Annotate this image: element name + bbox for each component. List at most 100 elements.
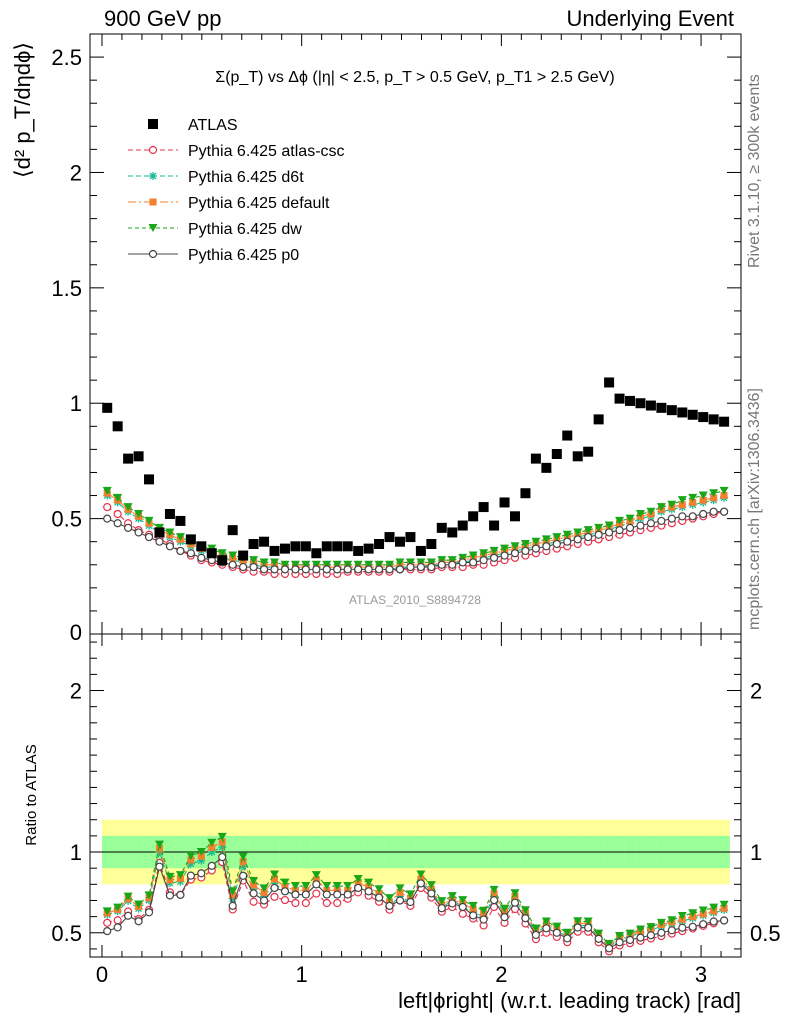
ratio-y-tick-label-right: 2 xyxy=(750,679,762,704)
y-tick-label: 1 xyxy=(70,391,82,416)
atlas-data-point xyxy=(447,527,458,538)
ratio-data-point xyxy=(175,871,185,880)
mc-data-point xyxy=(594,530,603,539)
ratio-y-tick-label-right: 1 xyxy=(750,840,762,865)
mc-data-point xyxy=(102,486,112,495)
y-tick-label: 2 xyxy=(70,160,82,185)
ratio-data-point xyxy=(479,906,489,915)
mc-data-point xyxy=(312,565,321,574)
atlas-data-point xyxy=(551,449,562,459)
ratio-data-point xyxy=(322,898,331,908)
ratio-data-point xyxy=(197,852,205,860)
mc-data-point xyxy=(688,512,697,521)
atlas-data-point xyxy=(583,446,594,457)
legend-label: Pythia 6.425 dw xyxy=(188,221,302,238)
mc-data-point xyxy=(720,507,729,516)
ratio-data-point xyxy=(344,886,352,894)
atlas-data-point xyxy=(708,414,719,425)
atlas-data-point xyxy=(279,543,290,554)
rivet-version-label: Rivet 3.1.10, ≥ 300k events xyxy=(746,74,763,268)
mc-data-point xyxy=(416,562,425,572)
mc-data-point xyxy=(249,562,258,572)
ratio-data-point xyxy=(343,890,352,899)
atlas-data-point xyxy=(112,421,123,432)
mc-data-point xyxy=(175,533,185,542)
mc-data-point xyxy=(322,565,331,574)
mc-data-point xyxy=(259,558,269,567)
atlas-data-point xyxy=(144,474,155,485)
mc-data-point xyxy=(197,553,206,562)
atlas-data-point xyxy=(415,545,426,556)
ratio-data-point xyxy=(426,881,436,890)
ratio-data-point xyxy=(636,933,645,942)
mc-data-point xyxy=(217,549,227,558)
ratio-data-point xyxy=(123,892,133,901)
ratio-data-point xyxy=(259,884,269,893)
ratio-data-point xyxy=(510,889,520,898)
ratio-data-point xyxy=(103,927,112,936)
ratio-data-point xyxy=(270,883,279,893)
ratio-data-point xyxy=(291,890,300,899)
atlas-data-point xyxy=(666,405,677,416)
ratio-data-point xyxy=(699,920,708,929)
ratio-data-point xyxy=(144,891,154,900)
atlas-data-point xyxy=(269,545,280,556)
atlas-data-point xyxy=(238,550,249,561)
ratio-data-point xyxy=(239,858,247,866)
ratio-data-point xyxy=(405,890,415,899)
mc-data-point xyxy=(343,560,353,569)
ratio-data-point xyxy=(270,892,279,901)
ratio-data-point xyxy=(103,918,112,927)
ratio-data-point xyxy=(301,882,311,891)
ratio-data-point xyxy=(290,882,300,891)
atlas-data-point xyxy=(394,536,405,547)
ratio-data-point xyxy=(520,906,530,915)
atlas-data-point xyxy=(656,402,667,413)
atlas-data-point xyxy=(468,511,479,522)
ratio-data-point xyxy=(677,911,687,920)
mc-data-point xyxy=(280,560,290,569)
mc-data-point xyxy=(155,537,164,546)
mc-data-point xyxy=(699,496,707,504)
mc-data-point xyxy=(689,498,697,506)
mc-data-point xyxy=(134,510,144,518)
mc-data-point xyxy=(541,535,551,544)
ratio-data-point xyxy=(186,871,195,880)
ratio-data-point xyxy=(615,931,625,940)
ratio-data-point xyxy=(531,930,540,940)
ratio-data-point xyxy=(196,848,206,857)
ratio-data-point xyxy=(395,884,405,893)
ratio-data-point xyxy=(531,924,541,933)
mc-data-point xyxy=(165,542,175,551)
mc-data-point xyxy=(416,558,426,567)
ratio-data-point xyxy=(217,832,227,841)
mc-data-point xyxy=(437,556,447,565)
ratio-data-point xyxy=(468,901,478,910)
atlas-data-point xyxy=(363,543,374,554)
ratio-data-point xyxy=(301,890,310,899)
mc-data-point xyxy=(280,565,290,574)
ratio-data-point xyxy=(584,923,593,932)
mc-data-point xyxy=(343,565,352,574)
ratio-series-layer xyxy=(102,832,729,956)
ratio-data-point xyxy=(302,886,310,894)
atlas-data-point xyxy=(185,534,196,545)
mc-data-point xyxy=(699,509,708,519)
mc-data-point xyxy=(635,510,645,518)
y-tick-label: 1.5 xyxy=(51,276,82,301)
atlas-data-point xyxy=(436,522,447,533)
mc-data-point xyxy=(103,514,112,523)
ratio-data-point xyxy=(385,894,395,903)
ratio-data-point xyxy=(416,879,425,888)
ratio-data-point xyxy=(239,871,248,880)
mc-data-point xyxy=(646,507,656,516)
ratio-data-point xyxy=(437,904,446,913)
mc-data-point xyxy=(228,560,237,569)
mc-data-point xyxy=(291,565,300,574)
ratio-data-point xyxy=(541,917,551,926)
atlas-data-point xyxy=(509,511,520,522)
mc-data-point xyxy=(657,516,666,526)
ratio-data-point xyxy=(573,917,583,926)
mc-data-point xyxy=(678,512,687,521)
